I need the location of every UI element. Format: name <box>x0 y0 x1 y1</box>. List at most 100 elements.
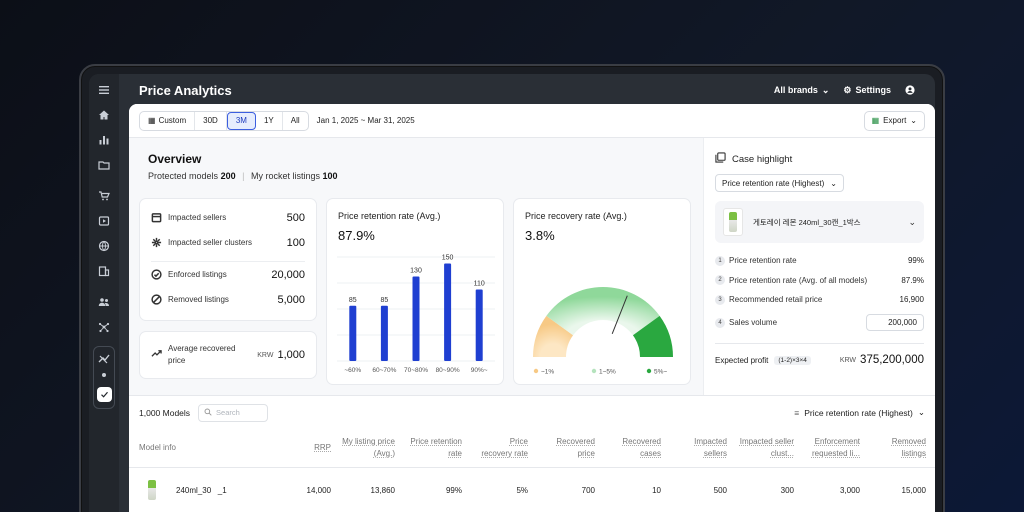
bar[interactable] <box>444 263 452 362</box>
sales-volume-input[interactable]: 200,000 <box>866 314 924 331</box>
metric-value: 99% <box>907 256 924 266</box>
column-header[interactable]: Model info <box>139 443 176 452</box>
globe-icon[interactable] <box>96 238 112 254</box>
tick-label: 70~80% <box>404 367 428 374</box>
spreadsheet-icon: ▦ <box>871 116 880 125</box>
gauge-segment[interactable] <box>632 315 673 357</box>
stat-value: 5,000 <box>277 293 305 306</box>
bar[interactable] <box>349 305 357 361</box>
column-header[interactable]: Impacted seller clust... <box>739 437 794 458</box>
product-selector[interactable]: 게토레이 레몬 240ml_30캔_1박스 ⌄ <box>715 201 924 243</box>
period-3m[interactable]: 3M <box>226 111 256 130</box>
video-icon[interactable] <box>96 213 112 229</box>
stat-label: Impacted sellers <box>168 213 227 222</box>
stat-value: 100 <box>286 236 305 249</box>
column-header[interactable]: RRP <box>314 443 331 452</box>
search-icon <box>204 408 212 418</box>
network-icon[interactable] <box>96 319 112 335</box>
dropdown-label: Price retention rate (Highest) <box>722 178 825 188</box>
cell-recovery-rate: 5% <box>516 486 528 495</box>
search-input[interactable]: Search <box>198 403 269 422</box>
column-header[interactable]: Recovered cases <box>622 437 661 458</box>
legend-label: 1~5% <box>599 369 616 376</box>
highlight-metric-dropdown[interactable]: Price retention rate (Highest) ⌄ <box>715 174 844 192</box>
sort-dropdown[interactable]: ≡ Price retention rate (Highest) ⌄ <box>794 407 925 418</box>
period-1y[interactable]: 1Y <box>256 111 283 130</box>
app-switcher-group <box>93 346 115 409</box>
chevron-down-icon: ⌄ <box>908 216 916 227</box>
avg-recovered-label: Average recovered price <box>168 344 236 365</box>
bar[interactable] <box>412 276 420 362</box>
stat-value: 500 <box>286 211 305 224</box>
currency-label: KRW <box>257 351 274 359</box>
brands-dropdown[interactable]: All brands ⌄ <box>774 85 830 96</box>
table-row[interactable]: 240ml_30 _1 14,000 13,860 99% 5% 700 10 … <box>129 468 935 512</box>
period-30d[interactable]: 30D <box>195 111 227 130</box>
stat-label: Impacted seller clusters <box>168 238 253 247</box>
chevron-down-icon: ⌄ <box>821 84 830 95</box>
stat-impacted-clusters: Impacted seller clusters 100 <box>151 230 305 255</box>
product-name: 게토레이 레몬 240ml_30캔_1박스 <box>753 217 861 227</box>
overview-summary: Protected models 200 | My rocket listing… <box>148 171 338 181</box>
gauge-segment[interactable] <box>533 315 574 357</box>
metric-row: 2 Price retention rate (Avg. of all model… <box>715 271 924 291</box>
cell-recovered-cases: 10 <box>652 486 661 495</box>
column-header[interactable]: Impacted sellers <box>694 437 727 458</box>
bar[interactable] <box>475 289 483 362</box>
cluster-icon <box>151 237 163 249</box>
column-header[interactable]: Recovered price <box>556 437 595 458</box>
legend-swatch <box>646 368 652 374</box>
step-number: 1 <box>715 255 725 266</box>
column-header[interactable]: Removed listings <box>891 437 926 458</box>
metric-row: 4 Sales volume 200,000 <box>715 310 924 336</box>
brands-label: All brands <box>773 85 818 95</box>
settings-button[interactable]: ⚙ Settings <box>843 85 891 96</box>
stat-enforced-listings: Enforced listings 20,000 <box>151 262 305 287</box>
data-label: 110 <box>474 281 485 288</box>
column-header[interactable]: My listing price (Avg.) <box>342 437 395 458</box>
folder-icon[interactable] <box>96 157 112 173</box>
laptop-frame: Price Analytics All brands ⌄ ⚙ Settings ▦ C… <box>79 64 945 512</box>
app-window: Price Analytics All brands ⌄ ⚙ Settings ▦ C… <box>89 74 935 512</box>
metric-row: 3 Recommended retail price 16,900 <box>715 290 924 310</box>
recovery-gauge-chart: ~1% 1~5% 5%~ <box>533 287 673 376</box>
custom-period-button[interactable]: ▦ Custom <box>140 111 196 130</box>
data-label: 85 <box>381 297 389 304</box>
chart-value: 3.8% <box>525 228 555 243</box>
gauge-segment[interactable] <box>546 287 660 336</box>
gauge-needle <box>611 295 628 334</box>
column-header[interactable]: Price recovery rate <box>481 437 528 458</box>
checkmark-app-icon[interactable] <box>96 387 112 402</box>
model-count: 1,000 Models <box>139 407 191 418</box>
bar[interactable] <box>380 305 388 361</box>
expected-profit-label: Expected profit <box>715 355 769 365</box>
trend-up-icon <box>151 346 162 364</box>
case-highlight-panel: Case highlight Price retention rate (Hig… <box>703 138 935 395</box>
building-icon[interactable] <box>96 263 112 279</box>
column-header[interactable]: Price retention rate <box>410 437 462 458</box>
chart-title: Price recovery rate (Avg.) <box>525 211 627 221</box>
divider <box>151 261 305 262</box>
cell-removed-listings: 15,000 <box>901 486 926 495</box>
users-icon[interactable] <box>96 294 112 310</box>
export-button[interactable]: ▦ Export ⌄ <box>863 110 925 131</box>
cart-icon[interactable] <box>96 188 112 204</box>
cell-recovered-price: 700 <box>581 486 595 495</box>
column-header[interactable]: Enforcement requested li... <box>811 437 860 458</box>
menu-icon[interactable] <box>96 82 112 98</box>
table-header: Model info RRP My listing price (Avg.) P… <box>129 429 935 468</box>
retention-chart-card: Price retention rate (Avg.) 87.9% 85 ~60%… <box>326 198 504 385</box>
step-number: 4 <box>715 317 725 328</box>
analytics-icon[interactable] <box>96 132 112 148</box>
brand-logo-icon[interactable] <box>96 351 112 367</box>
metric-label: Sales volume <box>729 318 778 327</box>
formula-badge: (1-2)×3×4 <box>774 355 811 365</box>
date-range: Jan 1, 2025 ~ Mar 31, 2025 <box>316 116 415 125</box>
period-all[interactable]: All <box>290 116 300 125</box>
gallery-icon <box>715 152 726 166</box>
account-icon[interactable] <box>905 85 915 95</box>
settings-label: Settings <box>855 85 891 95</box>
period-selector: ▦ Custom 30D 3M 1Y All <box>139 110 309 131</box>
stat-removed-listings: Removed listings 5,000 <box>151 287 305 312</box>
home-icon[interactable] <box>96 107 112 123</box>
